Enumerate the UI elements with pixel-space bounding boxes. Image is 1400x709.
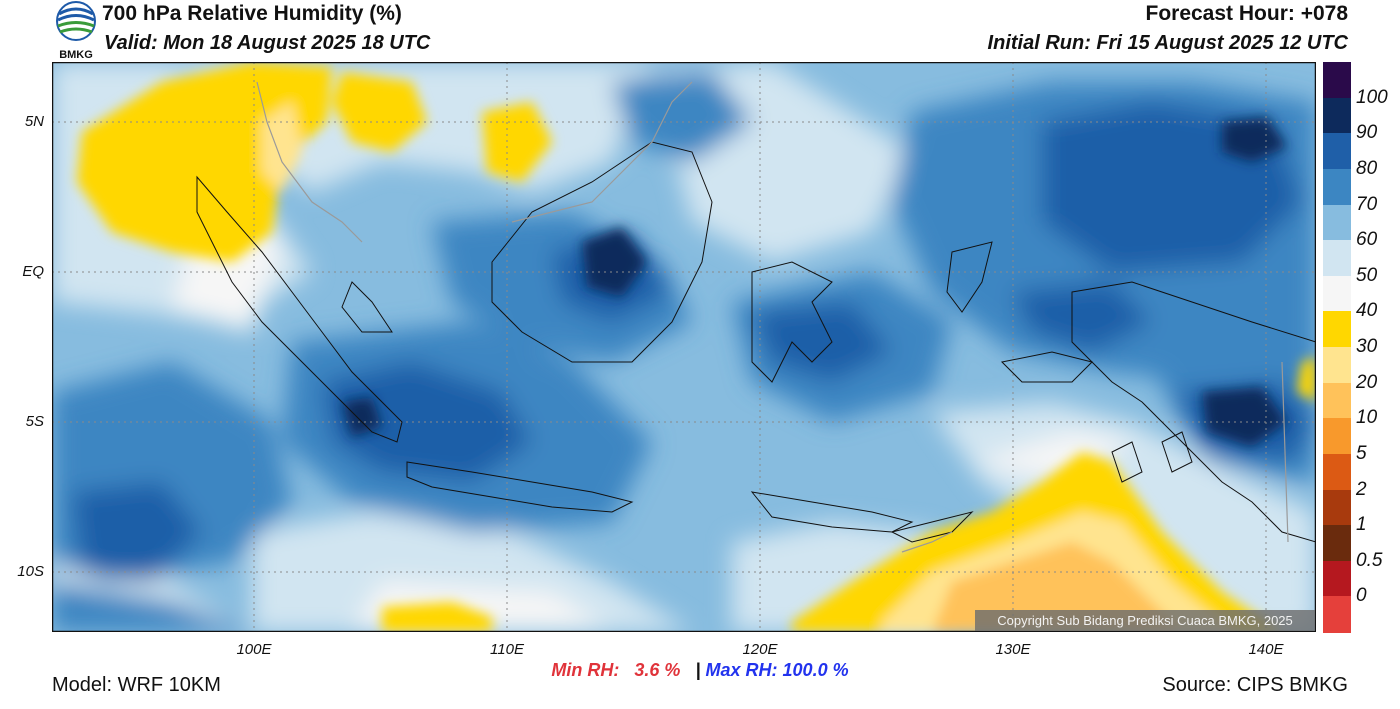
lon-label-110e: 110E xyxy=(490,641,524,658)
colorbar-label: 2 xyxy=(1356,478,1367,500)
logo-text: BMKG xyxy=(59,49,93,60)
model-info: Model: WRF 10KM xyxy=(52,674,221,696)
colorbar-segment xyxy=(1323,97,1351,134)
min-rh-value: 3.6 % xyxy=(634,660,681,680)
colorbar-segment xyxy=(1323,240,1351,277)
colorbar-label: 90 xyxy=(1356,122,1378,144)
humidity-map[interactable] xyxy=(52,62,1316,632)
colorbar xyxy=(1323,62,1351,633)
colorbar-segment xyxy=(1323,418,1351,455)
colorbar-segment xyxy=(1323,133,1351,170)
colorbar-label: 40 xyxy=(1356,300,1378,322)
country-borders xyxy=(256,81,1289,553)
colorbar-label: 0.5 xyxy=(1356,549,1383,571)
forecast-hour: Forecast Hour: +078 xyxy=(1145,2,1349,25)
initial-run: Initial Run: Fri 15 August 2025 12 UTC xyxy=(987,32,1348,54)
colorbar-label: 10 xyxy=(1356,407,1378,429)
colorbar-label: 1 xyxy=(1356,514,1367,536)
colorbar-segment xyxy=(1323,347,1351,384)
min-rh-label: Min RH: xyxy=(551,660,620,680)
bmkg-logo: BMKG xyxy=(52,0,100,61)
lon-label-100e: 100E xyxy=(236,641,272,658)
coastlines xyxy=(196,141,1316,543)
colorbar-segment xyxy=(1323,204,1351,241)
colorbar-segment xyxy=(1323,62,1351,99)
max-rh-label: Max RH: xyxy=(705,660,778,680)
colorbar-label: 50 xyxy=(1356,264,1378,286)
lat-lon-grid xyxy=(52,62,1316,632)
chart-title: 700 hPa Relative Humidity (%) xyxy=(102,2,402,25)
colorbar-segment xyxy=(1323,382,1351,419)
lat-label-10s: 10S xyxy=(17,563,44,580)
colorbar-label: 100 xyxy=(1356,86,1388,108)
copyright-notice: Copyright Sub Bidang Prediksi Cuaca BMKG… xyxy=(975,610,1315,631)
colorbar-label: 70 xyxy=(1356,193,1378,215)
colorbar-segment xyxy=(1323,525,1351,562)
colorbar-segment xyxy=(1323,560,1351,597)
colorbar-segment xyxy=(1323,489,1351,526)
lon-label-120e: 120E xyxy=(742,641,778,658)
colorbar-label: 60 xyxy=(1356,229,1378,251)
source-info: Source: CIPS BMKG xyxy=(1162,674,1348,696)
colorbar-label: 30 xyxy=(1356,336,1378,357)
lat-label-5s: 5S xyxy=(25,413,44,430)
colorbar-segment xyxy=(1323,275,1351,312)
colorbar-label: 5 xyxy=(1356,442,1367,464)
lon-label-130e: 130E xyxy=(995,641,1031,658)
stats-separator: | xyxy=(695,660,701,680)
lon-label-140e: 140E xyxy=(1248,641,1284,658)
colorbar-segment xyxy=(1323,596,1351,633)
lat-label-eq: EQ xyxy=(22,263,44,280)
colorbar-segment xyxy=(1323,168,1351,205)
humidity-field xyxy=(52,62,1316,632)
max-rh-value: 100.0 % xyxy=(782,660,849,680)
lat-label-5n: 5N xyxy=(24,113,44,130)
colorbar-segment xyxy=(1323,311,1351,348)
min-max-stats: Min RH: 3.6 % | Max RH: 100.0 % xyxy=(0,660,1400,681)
valid-time: Valid: Mon 18 August 2025 18 UTC xyxy=(104,32,431,54)
colorbar-label: 0 xyxy=(1356,585,1367,607)
colorbar-label: 80 xyxy=(1356,157,1378,179)
colorbar-label: 20 xyxy=(1356,371,1378,393)
colorbar-segment xyxy=(1323,453,1351,490)
